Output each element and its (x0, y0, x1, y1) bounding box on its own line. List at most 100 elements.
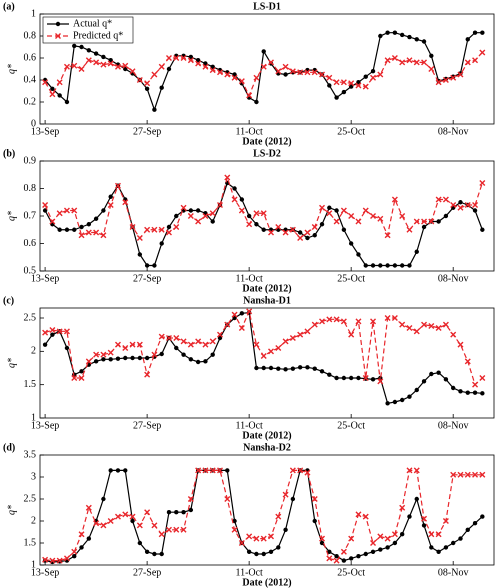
marker (64, 227, 70, 232)
marker (457, 71, 464, 78)
marker (79, 224, 84, 230)
marker (165, 335, 172, 341)
marker (275, 513, 282, 520)
marker (319, 318, 326, 325)
marker (159, 85, 164, 90)
marker (378, 263, 383, 268)
marker (268, 348, 275, 355)
marker (180, 204, 187, 211)
marker (436, 370, 441, 375)
marker (42, 329, 49, 336)
marker (268, 365, 274, 371)
marker (129, 341, 136, 348)
marker (340, 207, 347, 214)
marker (56, 557, 63, 564)
marker (239, 311, 245, 316)
x-tick-label: 11-Oct (235, 273, 263, 284)
marker (355, 82, 362, 89)
marker (108, 468, 113, 473)
marker (210, 64, 215, 70)
marker (195, 218, 202, 225)
marker (297, 235, 304, 241)
marker (334, 208, 339, 213)
marker (340, 548, 347, 555)
marker (49, 218, 56, 225)
marker (107, 349, 114, 356)
marker (304, 469, 311, 476)
marker (152, 107, 157, 112)
marker (246, 549, 252, 554)
marker (290, 70, 296, 75)
marker (158, 63, 165, 70)
marker (56, 210, 63, 217)
marker (399, 213, 406, 219)
marker (114, 341, 121, 348)
marker (85, 504, 92, 511)
marker (458, 200, 463, 205)
marker (254, 99, 259, 105)
marker (78, 375, 85, 381)
marker (231, 74, 238, 81)
marker (217, 467, 223, 474)
y-tick-label: 0.9 (24, 155, 37, 166)
marker (276, 366, 281, 371)
marker (231, 526, 238, 533)
marker (187, 341, 194, 348)
marker (144, 263, 150, 268)
marker (136, 235, 143, 241)
marker (399, 397, 405, 403)
marker (232, 72, 237, 77)
x-tick-label: 13-Sep (31, 567, 59, 578)
marker (341, 558, 347, 563)
y-tick-label: 0.4 (24, 74, 37, 85)
x-tick-label: 27-Sep (133, 420, 161, 431)
marker (442, 77, 449, 83)
marker (122, 511, 129, 518)
x-tick-label: 11-Oct (235, 567, 263, 578)
marker (429, 53, 434, 58)
marker (457, 341, 464, 348)
marker (49, 91, 56, 98)
marker (406, 57, 413, 64)
marker (42, 556, 49, 563)
marker (93, 51, 99, 56)
marker (312, 518, 317, 524)
marker (370, 74, 377, 81)
panel-title: LS-D2 (253, 148, 281, 159)
marker (203, 61, 208, 66)
marker (282, 63, 289, 70)
marker (421, 59, 428, 66)
marker (173, 335, 180, 341)
marker (407, 394, 412, 399)
marker (363, 263, 368, 268)
marker (85, 57, 92, 64)
marker (209, 67, 216, 74)
marker (129, 224, 136, 230)
marker (180, 338, 187, 345)
marker (217, 335, 223, 341)
marker (253, 535, 260, 542)
marker (78, 232, 85, 239)
marker (217, 331, 223, 338)
x-tick-label: 27-Sep (133, 567, 161, 578)
marker (363, 74, 368, 79)
marker (268, 549, 274, 554)
marker (151, 226, 158, 233)
marker (86, 536, 92, 541)
marker (305, 365, 310, 370)
marker (253, 341, 260, 348)
marker (260, 63, 267, 70)
marker (238, 540, 245, 546)
marker (159, 351, 164, 357)
marker (429, 371, 434, 377)
marker (421, 39, 427, 44)
marker (187, 496, 194, 502)
marker (362, 207, 369, 214)
marker (63, 328, 70, 335)
marker (93, 359, 99, 364)
marker (57, 227, 62, 232)
marker (334, 95, 339, 100)
marker (407, 514, 412, 519)
marker (472, 390, 478, 395)
